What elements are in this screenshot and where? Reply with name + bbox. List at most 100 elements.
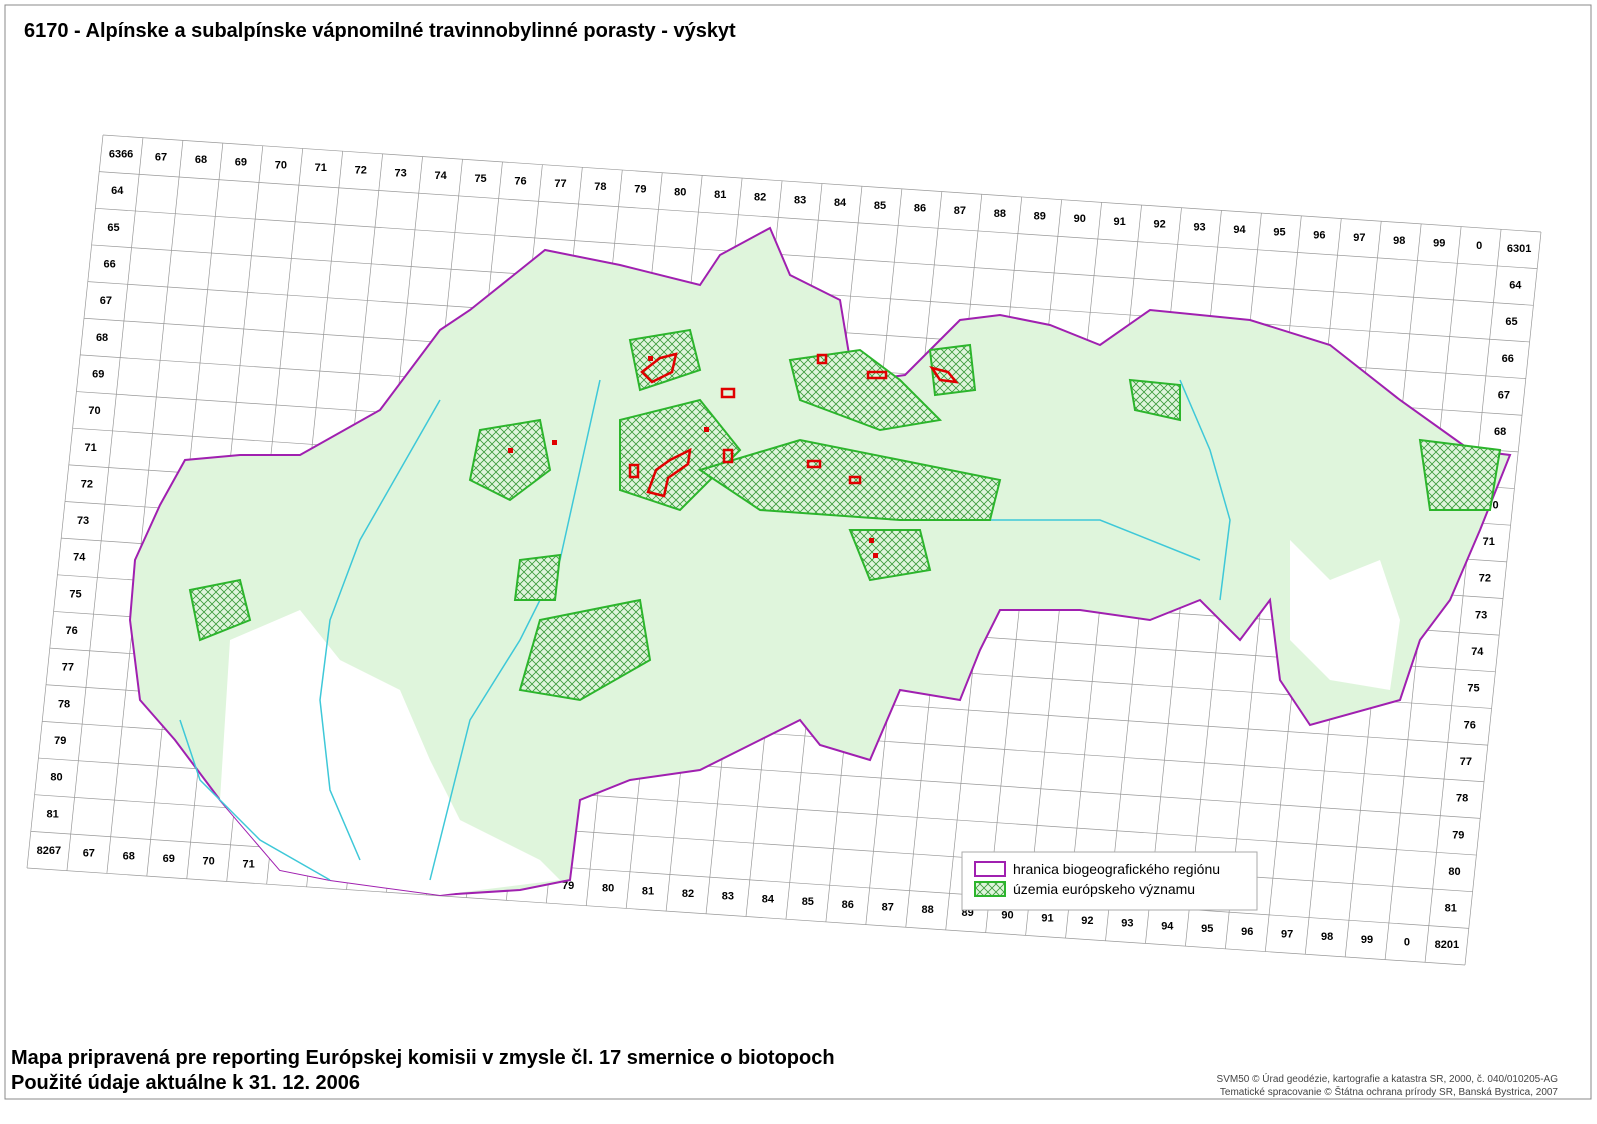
grid-label: 91 [1041, 912, 1053, 924]
grid-label: 84 [762, 893, 775, 905]
grid-line [95, 207, 1534, 306]
grid-label: 86 [914, 202, 926, 214]
grid-label: 90 [1074, 213, 1086, 225]
grid-label: 95 [1201, 923, 1213, 935]
grid-label: 77 [554, 178, 566, 190]
grid-label: 77 [62, 662, 74, 674]
grid-label: 72 [355, 165, 367, 177]
grid-label: 6366 [109, 149, 133, 161]
grid-label: 80 [50, 772, 62, 784]
grid-label: 94 [1233, 224, 1246, 236]
grid-label: 64 [111, 185, 124, 197]
grid-label: 76 [1464, 719, 1476, 731]
grid-label: 81 [1445, 903, 1457, 915]
grid-label: 76 [66, 625, 78, 637]
grid-label: 93 [1193, 221, 1205, 233]
lowland [1290, 540, 1400, 690]
grid-label: 87 [954, 205, 966, 217]
grid-label: 80 [674, 186, 686, 198]
grid-label: 99 [1433, 237, 1445, 249]
grid-label: 98 [1393, 235, 1405, 247]
grid-label: 86 [842, 899, 854, 911]
grid-label: 75 [1467, 683, 1479, 695]
grid-label: 97 [1353, 232, 1365, 244]
legend: hranica biogeografického regiónu územia … [961, 851, 1258, 911]
grid-label: 66 [104, 259, 116, 271]
grid-label: 67 [83, 848, 95, 860]
grid-label: 93 [1121, 918, 1133, 930]
grid-label: 91 [1114, 216, 1126, 228]
grid-label: 66 [1502, 353, 1514, 365]
grid-label: 68 [123, 850, 135, 862]
grid-label: 69 [92, 368, 104, 380]
grid-label: 0 [1404, 937, 1410, 949]
grid-line [26, 867, 1466, 966]
grid-label: 88 [994, 208, 1006, 220]
map-title: 6170 - Alpínske a subalpínske vápnomilné… [24, 20, 736, 42]
grid-label: 96 [1313, 229, 1325, 241]
grid-label: 67 [100, 295, 112, 307]
grid-label: 88 [922, 904, 934, 916]
grid-line [99, 171, 1538, 269]
grid-label: 89 [1034, 211, 1046, 223]
grid-label: 73 [77, 515, 89, 527]
grid-label: 72 [1479, 573, 1491, 585]
grid-label: 8267 [37, 845, 61, 857]
grid-label: 80 [602, 883, 614, 895]
grid-label: 70 [275, 159, 287, 171]
grid-label: 65 [107, 222, 119, 234]
grid-label: 71 [85, 442, 97, 454]
grid-label: 78 [594, 181, 606, 193]
grid-label: 79 [634, 184, 646, 196]
footer-line: Mapa pripravená pre reporting Európskej … [11, 1047, 835, 1069]
grid-label: 79 [1452, 829, 1464, 841]
legend-box [961, 851, 1258, 911]
grid-label: 85 [802, 896, 814, 908]
region [128, 226, 1512, 897]
grid-label: 99 [1361, 934, 1373, 946]
grid-label: 71 [315, 162, 327, 174]
grid-label: 74 [435, 170, 448, 182]
grid-label: 8201 [1435, 939, 1459, 951]
grid-label: 97 [1281, 928, 1293, 940]
grid-label: 69 [235, 157, 247, 169]
grid-label: 81 [642, 885, 654, 897]
grid-line [102, 134, 1542, 233]
grid-label: 83 [794, 194, 806, 206]
grid-label: 73 [395, 167, 407, 179]
legend-label: hranica biogeografického regiónu [1013, 861, 1220, 877]
grid-label: 82 [682, 888, 694, 900]
grid-label: 77 [1460, 756, 1472, 768]
grid-label: 95 [1273, 227, 1285, 239]
grid-label: 87 [882, 902, 894, 914]
grid-label: 92 [1154, 219, 1166, 231]
grid-label: 70 [88, 405, 100, 417]
grid-label: 96 [1241, 926, 1253, 938]
grid-label: 71 [242, 858, 254, 870]
grid-label: 94 [1161, 920, 1174, 932]
grid-label: 80 [1448, 866, 1460, 878]
lowland [220, 610, 560, 895]
habitat-points [508, 356, 878, 558]
grid-label: 78 [58, 698, 70, 710]
grid-label: 74 [1471, 646, 1484, 658]
grid-label: 76 [514, 176, 526, 188]
grid-label: 72 [81, 478, 93, 490]
grid-label: 68 [195, 154, 207, 166]
grid-label: 71 [1483, 536, 1495, 548]
footer-line: Použité údaje aktuálne k 31. 12. 2006 [11, 1072, 360, 1094]
grid-label: 90 [1001, 910, 1013, 922]
grid-label: 81 [47, 808, 59, 820]
grid-label: 73 [1475, 609, 1487, 621]
grid-label: 84 [834, 197, 847, 209]
grid-label: 78 [1456, 793, 1468, 805]
grid-label: 82 [754, 192, 766, 204]
legend-swatch [974, 881, 1006, 897]
grid-label: 75 [69, 588, 81, 600]
grid-label: 65 [1505, 316, 1517, 328]
grid-label: 0 [1476, 240, 1482, 252]
grid-label: 6301 [1507, 243, 1531, 255]
grid-label: 69 [163, 853, 175, 865]
grid-label: 70 [203, 856, 215, 868]
